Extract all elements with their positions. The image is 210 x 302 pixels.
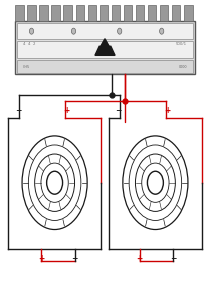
Text: 4  4  2: 4 4 2 xyxy=(23,42,36,46)
Circle shape xyxy=(160,28,164,34)
Text: −: − xyxy=(71,254,78,263)
Bar xyxy=(76,5,84,21)
Polygon shape xyxy=(95,46,115,55)
Bar xyxy=(172,5,180,21)
Text: −: − xyxy=(170,254,176,263)
Bar xyxy=(17,60,193,73)
Circle shape xyxy=(118,28,122,34)
Text: +: + xyxy=(38,254,44,263)
Text: +: + xyxy=(136,254,143,263)
Text: −: − xyxy=(15,106,21,115)
Text: +: + xyxy=(63,106,69,115)
Text: +: + xyxy=(164,106,170,115)
Bar xyxy=(17,41,193,58)
Bar xyxy=(88,5,96,21)
Polygon shape xyxy=(101,39,109,46)
Bar xyxy=(27,5,36,21)
Bar xyxy=(39,5,48,21)
Bar xyxy=(15,5,24,21)
Bar xyxy=(51,5,60,21)
Bar xyxy=(15,21,195,74)
Text: 0000: 0000 xyxy=(178,65,187,69)
Bar xyxy=(100,5,108,21)
Bar xyxy=(63,5,72,21)
Text: CH5: CH5 xyxy=(23,65,30,69)
Bar xyxy=(136,5,144,21)
Bar xyxy=(148,5,156,21)
Bar xyxy=(160,5,168,21)
Bar xyxy=(184,5,193,21)
Circle shape xyxy=(29,28,34,34)
Circle shape xyxy=(71,28,76,34)
Bar xyxy=(17,23,193,39)
Bar xyxy=(124,5,132,21)
Bar xyxy=(112,5,120,21)
Text: −: − xyxy=(116,106,122,115)
Text: 500/1: 500/1 xyxy=(176,42,187,46)
